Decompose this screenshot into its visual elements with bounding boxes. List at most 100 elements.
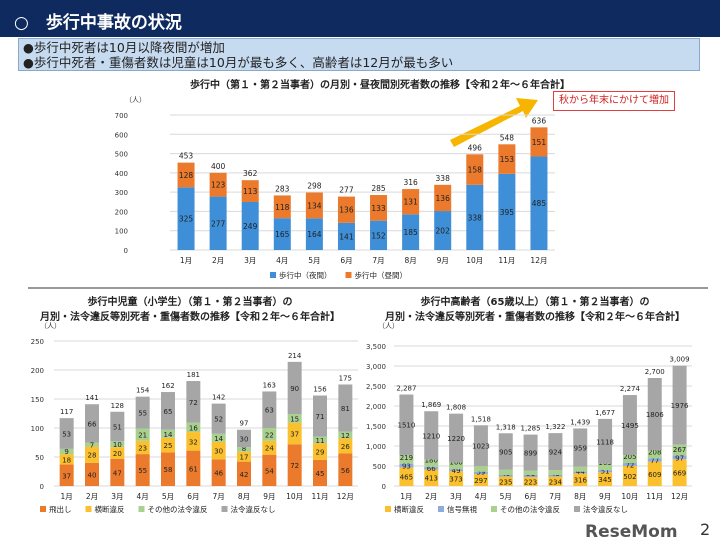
bar-segment [135,454,150,486]
legend-swatch [385,506,391,512]
bar-segment [498,144,516,174]
bar-segment [59,448,74,455]
y-tick-label: 0 [40,483,44,491]
data-label: 165 [275,230,290,239]
data-label: 63 [265,407,274,415]
y-axis-unit: （人） [40,322,61,330]
bar-segment [237,447,251,452]
bar-segment [337,222,355,250]
bar-segment [672,365,687,445]
bar-segment [548,474,563,477]
data-label: 208 [648,449,661,457]
bar-segment [186,432,201,451]
y-axis-unit: （人） [125,96,146,104]
x-tick-label: 9月 [263,492,275,501]
bar-segment [177,162,195,188]
data-label: 131 [403,198,418,207]
bar-segment [424,411,439,460]
legend-label: 歩行中（夜間） [279,270,332,280]
bar-segment [449,471,464,486]
total-label: 162 [161,382,174,390]
bar-segment [548,470,563,475]
total-label: 636 [532,116,547,125]
x-tick-label: 3月 [244,256,256,265]
data-label: 609 [648,471,661,479]
data-label: 12 [341,432,350,440]
x-tick-label: 2月 [212,256,224,265]
data-label: 47 [113,469,122,477]
data-label: 65 [164,408,173,416]
data-label: 42 [240,471,249,479]
bar-segment [287,414,302,423]
data-label: 249 [243,222,258,231]
summary-line: ●歩行中死者・重傷者数は児童は10月が最も多く、高齢者は12月が最も多い [23,55,454,70]
data-label: 45 [316,470,325,478]
y-tick-label: 3,500 [366,343,386,351]
bar-segment [622,395,637,455]
data-label: 373 [449,476,462,484]
bar-segment [135,440,150,455]
bar-segment [177,187,195,250]
legend-swatch [270,272,276,278]
bar-segment [186,381,201,423]
y-tick-label: 100 [31,425,44,433]
bar-segment [161,392,175,430]
total-label: 128 [111,402,124,410]
total-label: 141 [85,394,98,402]
total-label: 548 [500,133,515,142]
bar-segment [211,459,226,486]
bar-segment [273,195,291,219]
data-label: 26 [341,443,350,451]
total-label: 175 [339,375,352,383]
data-label: 136 [339,206,354,215]
data-label: 152 [371,231,386,240]
data-label: 14 [164,431,173,439]
bar-segment [498,476,513,486]
data-label: 22 [265,431,274,439]
legend-swatch [40,506,46,512]
y-tick-label: 100 [115,228,128,236]
legend-label: 飛出し [49,504,72,514]
data-label: 905 [499,448,512,456]
bar-segment [287,422,302,445]
total-label: 142 [212,394,225,402]
bar-segment [598,463,613,471]
bar-segment [313,443,327,460]
total-label: 496 [468,143,483,152]
data-label: 234 [549,478,563,486]
bar-segment [473,425,488,467]
data-label: 202 [436,227,451,236]
x-tick-label: 11月 [646,492,663,501]
bar-segment [647,450,662,459]
bar-segment [598,472,613,486]
total-label: 1,318 [496,423,516,431]
y-axis-unit: （人） [378,322,399,330]
x-tick-label: 12月 [671,492,688,501]
data-label: 1976 [671,402,689,410]
total-label: 117 [60,408,73,416]
data-label: 164 [307,230,322,239]
summary-box: ●歩行中死者は10月以降夜間が増加 ●歩行中死者・重傷者数は児童は10月が最も多… [18,38,700,71]
data-label: 32 [189,438,198,446]
x-tick-label: 11月 [311,492,328,501]
data-label: 59 [476,469,485,477]
bar-segment [370,220,388,250]
data-label: 502 [623,473,636,481]
data-label: 1806 [646,411,664,419]
legend-swatch [85,506,92,512]
data-label: 1210 [422,432,440,440]
bar-segment [59,454,74,465]
bar-segment [262,440,277,455]
data-label: 205 [623,453,636,461]
data-label: 93 [402,463,411,471]
bar-segment [424,469,439,486]
y-tick-label: 3,000 [366,363,386,371]
data-label: 413 [425,475,438,483]
legend-label: 横断違反 [95,504,125,514]
x-tick-label: 12月 [337,492,354,501]
bar-segment [287,444,302,486]
total-label: 338 [436,174,451,183]
data-label: 37 [290,431,299,439]
bar-segment [287,361,302,415]
